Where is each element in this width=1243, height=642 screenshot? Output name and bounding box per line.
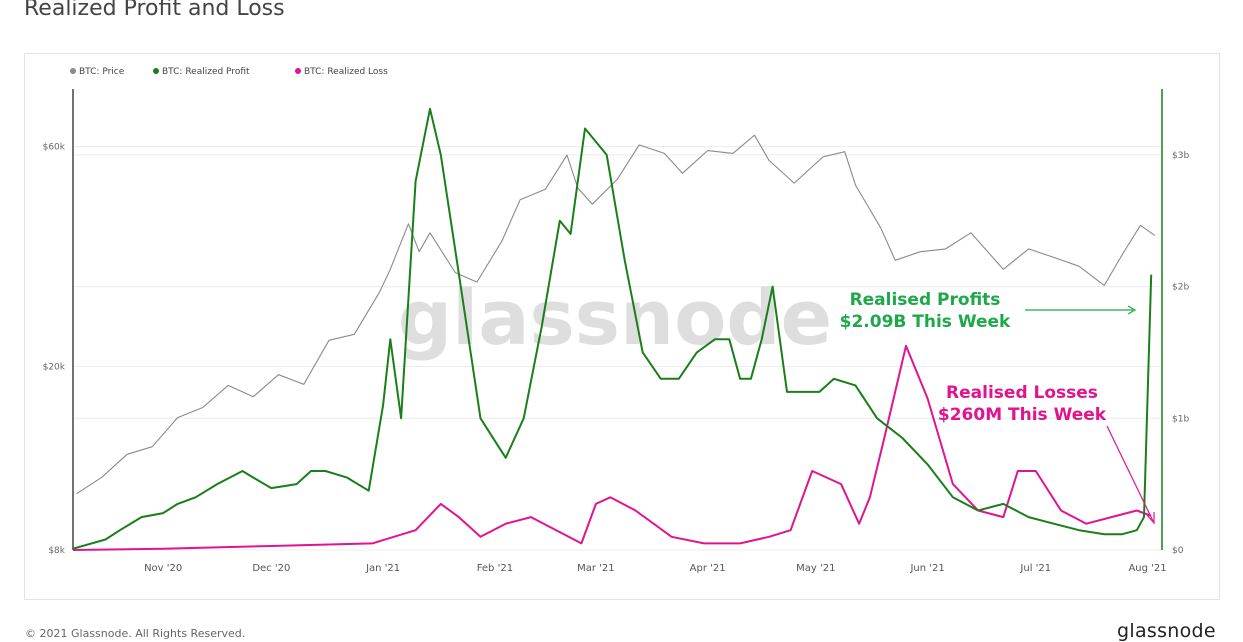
x-axis-tick-label: Dec '20: [252, 563, 290, 574]
legend-item-label[interactable]: BTC: Price: [79, 67, 125, 77]
page-title: Realized Profit and Loss: [24, 0, 285, 21]
x-axis-tick-label: Jul '21: [1019, 563, 1051, 574]
right-axis-tick-label: $2b: [1172, 283, 1189, 293]
left-axis-tick-label: $20k: [43, 363, 66, 373]
glassnode-logo[interactable]: glassnode: [1117, 620, 1216, 642]
legend-marker[interactable]: [153, 68, 159, 74]
x-axis-tick-label: May '21: [796, 563, 835, 574]
right-axis-tick-label: $1b: [1172, 414, 1189, 424]
right-axis-tick-label: $0: [1172, 546, 1184, 556]
legend-marker[interactable]: [295, 68, 301, 74]
legend-item-label[interactable]: BTC: Realized Loss: [304, 67, 388, 77]
profit-annotation-line1: Realised Profits: [850, 290, 1001, 310]
right-axis-tick-label: $3b: [1172, 151, 1189, 161]
loss-annotation-line1: Realised Losses: [946, 383, 1098, 403]
x-axis-tick-label: Nov '20: [144, 563, 182, 574]
series-line-price: [76, 134, 1156, 495]
series-line-realized-loss: [72, 344, 1152, 551]
x-axis-tick-label: Jun '21: [909, 563, 944, 574]
x-axis-tick-label: Feb '21: [477, 563, 513, 574]
chart-card: $8k $20k $60k $0 $1b $2b $3b Nov '20 Dec '20 Jan …: [24, 53, 1220, 600]
x-axis-tick-label: Apr '21: [690, 563, 726, 574]
loss-annotation-arrow: [1106, 425, 1154, 522]
series-line-realized-profit: [72, 107, 1153, 550]
left-axis-tick-label: $8k: [48, 546, 65, 556]
chart: $8k $20k $60k $0 $1b $2b $3b Nov '20 Dec '20 Jan …: [43, 67, 1190, 574]
profit-annotation-arrowhead: [1127, 305, 1137, 315]
copyright-text: © 2021 Glassnode. All Rights Reserved.: [25, 627, 246, 640]
profit-annotation-line2: $2.09B This Week: [840, 312, 1011, 332]
left-axis-tick-label: $60k: [43, 143, 66, 153]
x-axis-tick-label: Aug '21: [1128, 563, 1166, 574]
x-axis-tick-label: Mar '21: [577, 563, 615, 574]
legend-item-label[interactable]: BTC: Realized Profit: [162, 67, 250, 77]
loss-annotation-line2: $260M This Week: [938, 405, 1107, 425]
x-axis-tick-label: Jan '21: [365, 563, 400, 574]
loss-annotation-arrowhead: [1146, 512, 1155, 525]
legend-marker[interactable]: [70, 68, 76, 74]
